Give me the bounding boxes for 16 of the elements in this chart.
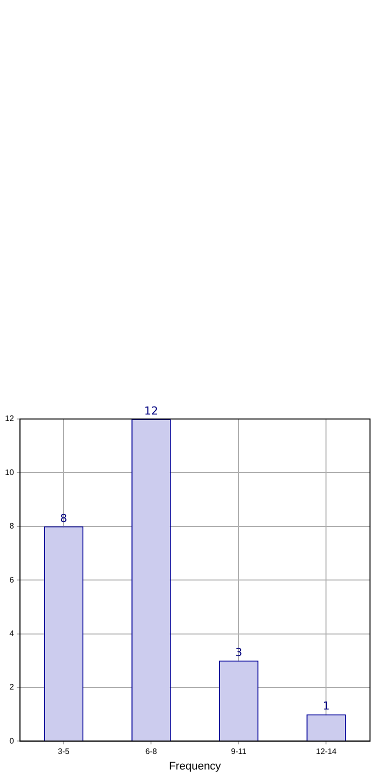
x-tick-label: 9-11 [231,747,247,756]
data-label: 3 [235,646,242,660]
y-tick-label: 8 [9,522,14,531]
data-label: 1 [322,700,330,713]
y-tick-label: 4 [9,629,14,638]
y-tick-label: 10 [4,468,14,477]
y-tick-label: 2 [9,682,14,692]
x-tick-label: 12-14 [316,747,338,756]
x-tick-label: 3-5 [58,747,70,756]
x-axis-title: Frequency [168,760,222,772]
data-label: 12 [144,404,158,418]
data-label: 8 [60,512,68,525]
y-tick-label: 6 [9,575,14,584]
y-tick-label: 0 [9,736,14,746]
x-tick-label: 6-8 [145,747,158,756]
y-tick-label: 12 [4,414,14,424]
